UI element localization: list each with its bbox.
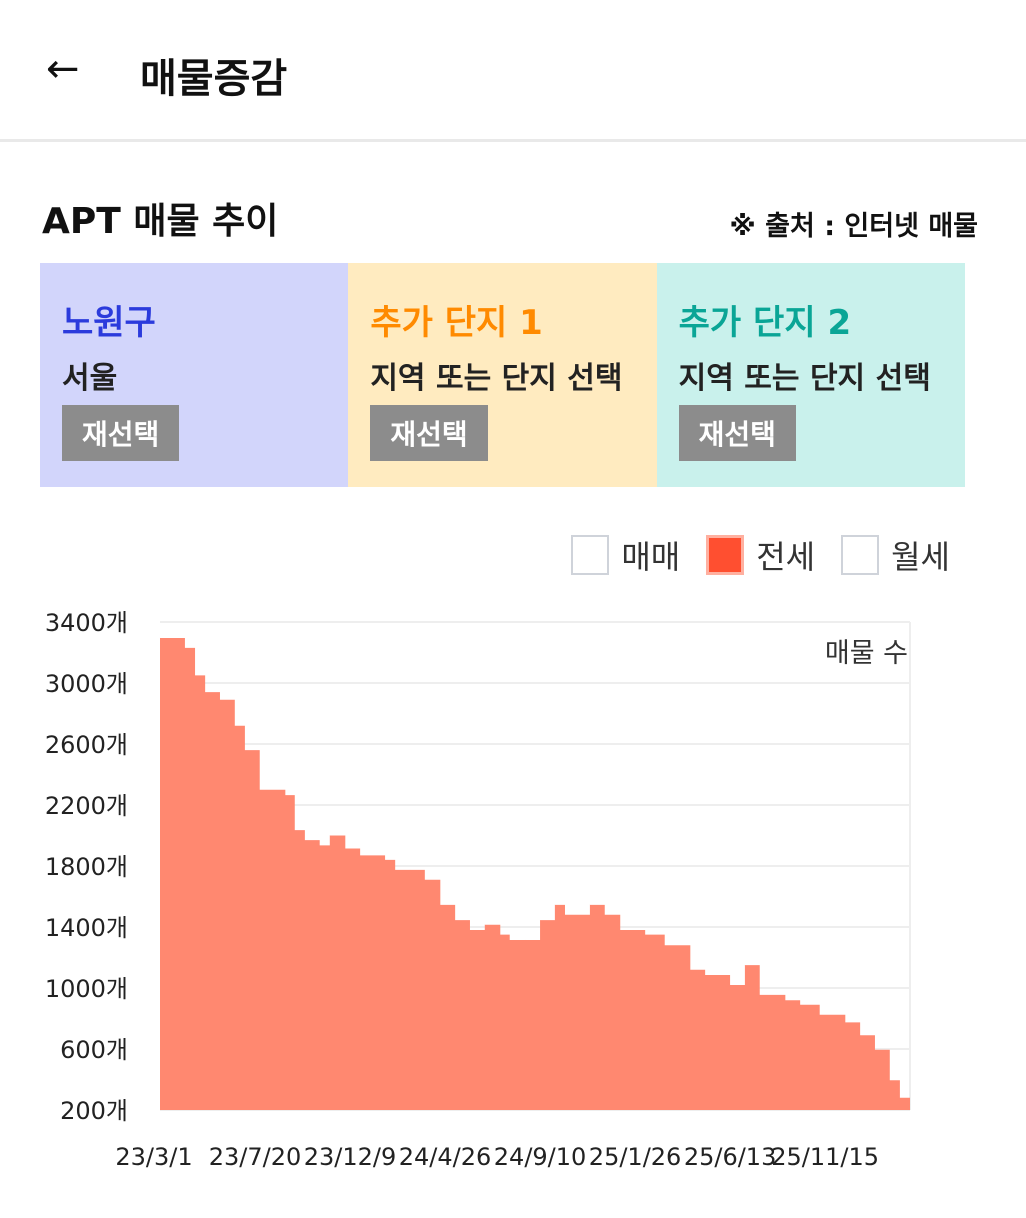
x-tick-label: 25/11/15 [771, 1143, 879, 1171]
reselect-button[interactable]: 재선택 [62, 405, 180, 461]
y-tick-label: 3400개 [45, 609, 128, 637]
card-subtitle[interactable]: 지역 또는 단지 선택 [678, 361, 931, 396]
checkbox-sale[interactable] [571, 535, 610, 575]
series-area [160, 638, 910, 1110]
y-tick-label: 1800개 [45, 853, 128, 881]
card-region: 노원구 서울 재선택 [40, 263, 349, 487]
page-title: 매물증감 [140, 56, 288, 102]
comparison-cards: 노원구 서울 재선택 추가 단지 1 지역 또는 단지 선택 재선택 추가 단지… [40, 263, 965, 487]
card-subtitle[interactable]: 지역 또는 단지 선택 [370, 361, 623, 396]
chart-legend: 매매 전세 월세 [557, 532, 950, 578]
card-title: 노원구 [62, 303, 156, 343]
y-tick-label: 1400개 [45, 914, 128, 942]
legend-label-sale: 매매 [621, 538, 681, 576]
card-title: 추가 단지 2 [678, 303, 852, 343]
x-tick-label: 25/1/26 [589, 1143, 682, 1171]
y-tick-label: 2600개 [45, 731, 128, 759]
section-title: APT 매물 추이 [42, 201, 279, 242]
y-tick-label: 600개 [60, 1036, 128, 1064]
source-note: ※ 출처 : 인터넷 매물 [729, 211, 978, 242]
reselect-button[interactable]: 재선택 [370, 405, 488, 461]
x-tick-label: 23/3/1 [115, 1143, 192, 1171]
y-tick-label: 2200개 [45, 792, 128, 820]
card-title: 추가 단지 1 [370, 303, 543, 343]
legend-label-monthly: 월세 [891, 538, 950, 576]
y-tick-label: 1000개 [45, 975, 128, 1003]
reselect-button[interactable]: 재선택 [678, 405, 796, 461]
checkbox-monthly[interactable] [841, 535, 880, 575]
arrow-left-icon[interactable]: ← [46, 46, 80, 92]
card-subtitle: 서울 [62, 361, 118, 396]
x-tick-label: 23/7/20 [209, 1143, 302, 1171]
y-tick-label: 200개 [60, 1097, 128, 1125]
x-tick-label: 24/9/10 [494, 1143, 587, 1171]
series-label: 매물 수 [825, 638, 908, 669]
app-header: ← 매물증감 [0, 0, 1026, 142]
y-tick-label: 3000개 [45, 670, 128, 698]
card-extra-2: 추가 단지 2 지역 또는 단지 선택 재선택 [656, 263, 965, 487]
checkbox-jeonse[interactable] [706, 535, 745, 575]
x-tick-label: 23/12/9 [304, 1143, 397, 1171]
legend-label-jeonse: 전세 [756, 538, 816, 576]
x-tick-label: 24/4/26 [399, 1143, 492, 1171]
x-tick-label: 25/6/13 [684, 1143, 777, 1171]
card-extra-1: 추가 단지 1 지역 또는 단지 선택 재선택 [348, 263, 657, 487]
